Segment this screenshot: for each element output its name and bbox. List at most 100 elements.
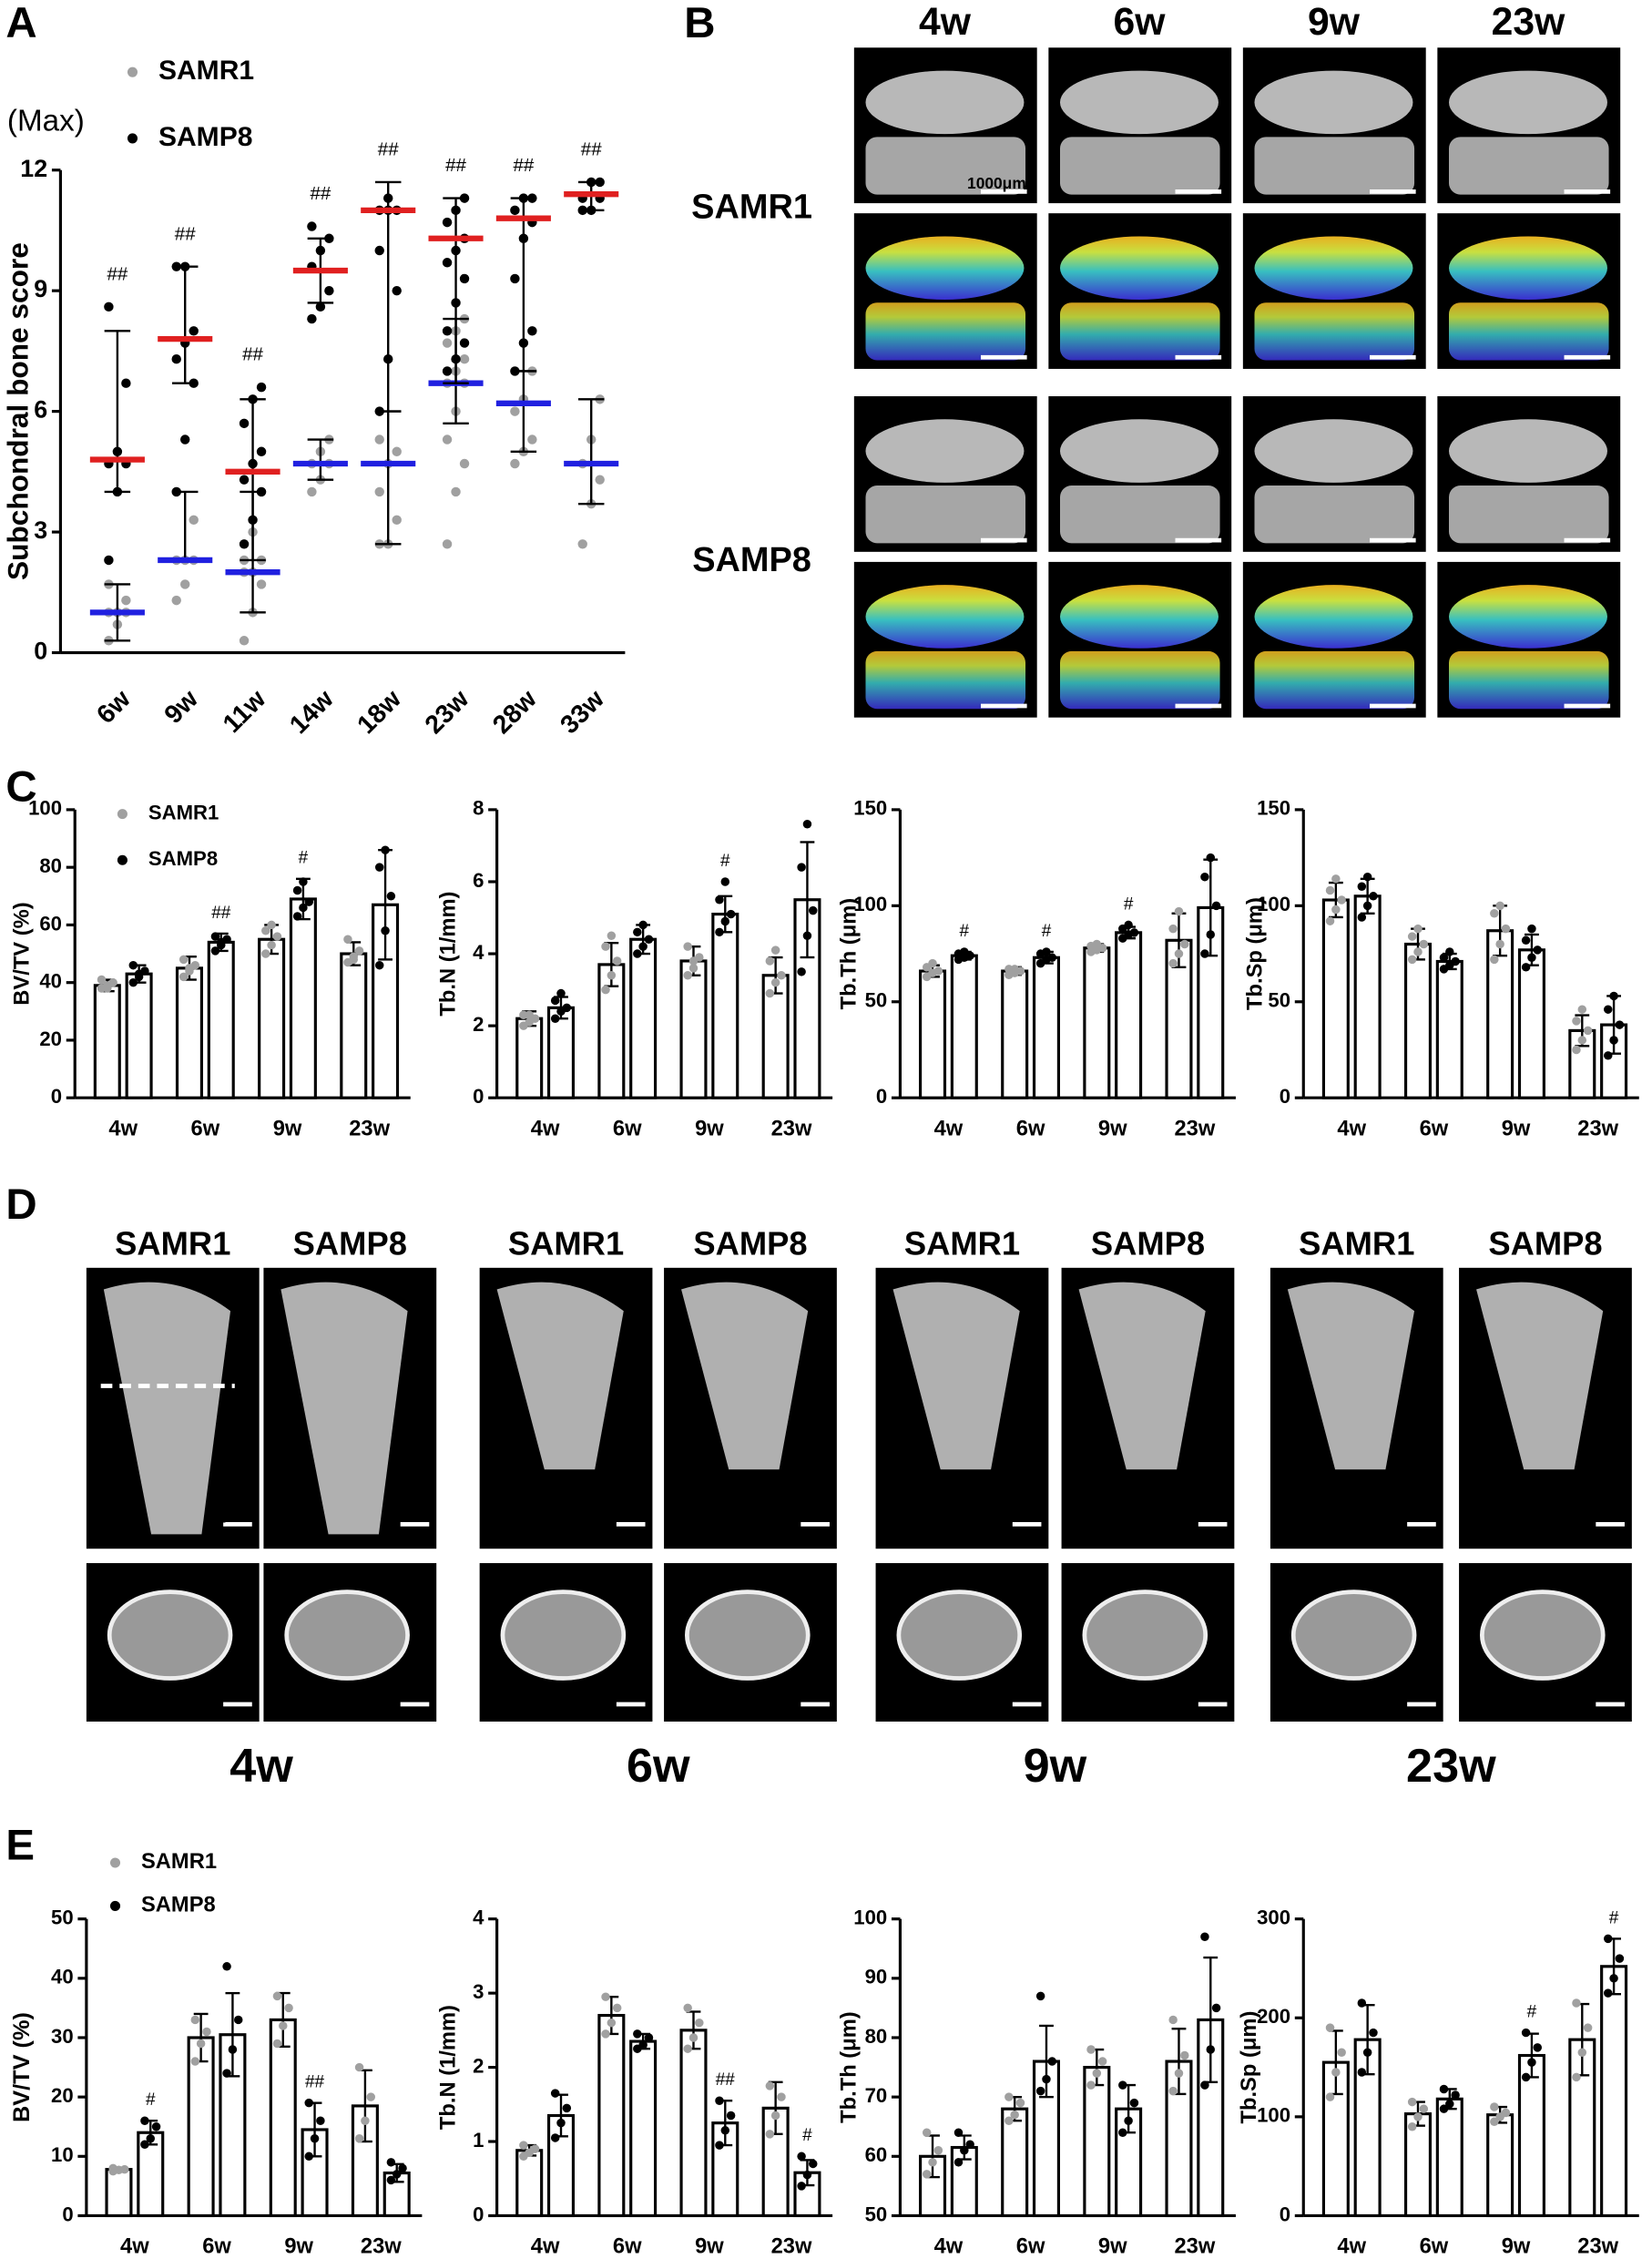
bone-shape (865, 486, 1026, 544)
data-point (562, 2103, 572, 2113)
data-point (960, 2146, 969, 2155)
bone-shape (865, 585, 1025, 649)
legend-marker (117, 809, 127, 820)
strain-label: SAMR1 (508, 1225, 624, 1262)
data-point (190, 2015, 200, 2025)
bone-shape (103, 1282, 231, 1535)
data-point (108, 2163, 117, 2173)
legend-label: SAMP8 (148, 847, 218, 870)
column-label: 4w (919, 0, 972, 44)
data-point (601, 2029, 610, 2039)
bone-shape (1059, 486, 1220, 544)
data-point (267, 940, 276, 950)
data-point (720, 877, 730, 886)
bar (919, 969, 947, 1099)
data-point (1200, 1932, 1209, 1941)
data-point (960, 947, 969, 956)
data-point (146, 2134, 156, 2143)
data-point (1092, 2069, 1102, 2078)
data-point (1369, 892, 1378, 901)
data-point (189, 326, 199, 336)
scale-bar-label: 1000μm (184, 1679, 249, 1698)
data-point (1129, 2098, 1139, 2108)
data-point (510, 406, 520, 416)
bar (93, 984, 121, 1099)
data-point (140, 2116, 149, 2125)
data-point (797, 2182, 806, 2191)
column-label: 9w (1308, 0, 1361, 44)
data-point (1501, 2108, 1511, 2118)
y-tick-label: 80 (39, 854, 62, 877)
data-point (550, 2133, 560, 2142)
x-tick-label: 28w (487, 684, 543, 740)
data-point (1325, 916, 1335, 925)
legend-label: SAMR1 (141, 1850, 217, 1874)
bone-shape (1254, 70, 1413, 135)
bone-shape (865, 302, 1026, 361)
y-axis-title: Tb.N (1/mm) (437, 892, 461, 1017)
bone-shape (892, 1282, 1020, 1470)
data-point (607, 971, 617, 980)
data-point (392, 446, 402, 456)
bar (1353, 894, 1382, 1099)
data-point (284, 2003, 293, 2013)
data-point (272, 1991, 282, 2001)
data-point (1445, 947, 1454, 956)
data-point (1407, 932, 1417, 941)
data-point (386, 2175, 396, 2185)
data-point (256, 382, 267, 393)
y-tick-label: 2 (473, 2054, 484, 2077)
y-tick-label: 80 (865, 2025, 888, 2048)
data-point (1419, 2104, 1429, 2113)
data-point (1174, 906, 1184, 916)
bar (1083, 946, 1111, 1099)
y-tick-label: 0 (51, 1085, 62, 1108)
data-point (726, 2111, 736, 2121)
data-point (802, 819, 812, 829)
data-point (1042, 947, 1051, 956)
time-label: 6w (627, 1740, 690, 1793)
significance-label: ## (242, 344, 263, 365)
data-point (1362, 2048, 1372, 2058)
data-point (1200, 949, 1209, 958)
data-point (530, 2144, 540, 2153)
data-point (210, 946, 220, 956)
bar (1517, 2053, 1545, 2218)
bone-shape (865, 419, 1025, 483)
significance-label: ## (378, 139, 399, 160)
data-point (1490, 2117, 1499, 2127)
bar (1001, 2107, 1029, 2218)
data-point (953, 2128, 964, 2137)
data-point (765, 988, 775, 998)
data-point (239, 418, 250, 429)
bar (125, 972, 153, 1099)
data-point (392, 515, 402, 526)
data-point (1604, 1934, 1613, 1944)
bar (1403, 942, 1433, 1099)
data-point (239, 636, 250, 646)
data-point (777, 971, 786, 980)
data-point (1577, 2048, 1587, 2058)
bone-shape (1449, 236, 1607, 301)
data-point (1168, 958, 1178, 968)
strain-label: SAMP8 (293, 1225, 407, 1262)
y-tick-label: 20 (39, 1027, 62, 1050)
data-point (595, 475, 605, 485)
bone-section (685, 1589, 811, 1681)
significance-label: ## (175, 223, 196, 244)
panel-label: C (5, 762, 36, 811)
data-point (809, 2159, 818, 2169)
data-point (797, 2152, 806, 2162)
significance-label: ## (211, 904, 231, 923)
data-point (1495, 901, 1504, 911)
data-point (354, 946, 364, 956)
data-point (1490, 909, 1499, 918)
legend-marker (127, 66, 138, 77)
data-point (1035, 1991, 1045, 2001)
bar (1032, 956, 1060, 1099)
data-point (1407, 2097, 1417, 2107)
data-point (1572, 2072, 1581, 2082)
data-point (1180, 2050, 1189, 2060)
data-point (1572, 1017, 1581, 1026)
data-point (210, 932, 220, 941)
